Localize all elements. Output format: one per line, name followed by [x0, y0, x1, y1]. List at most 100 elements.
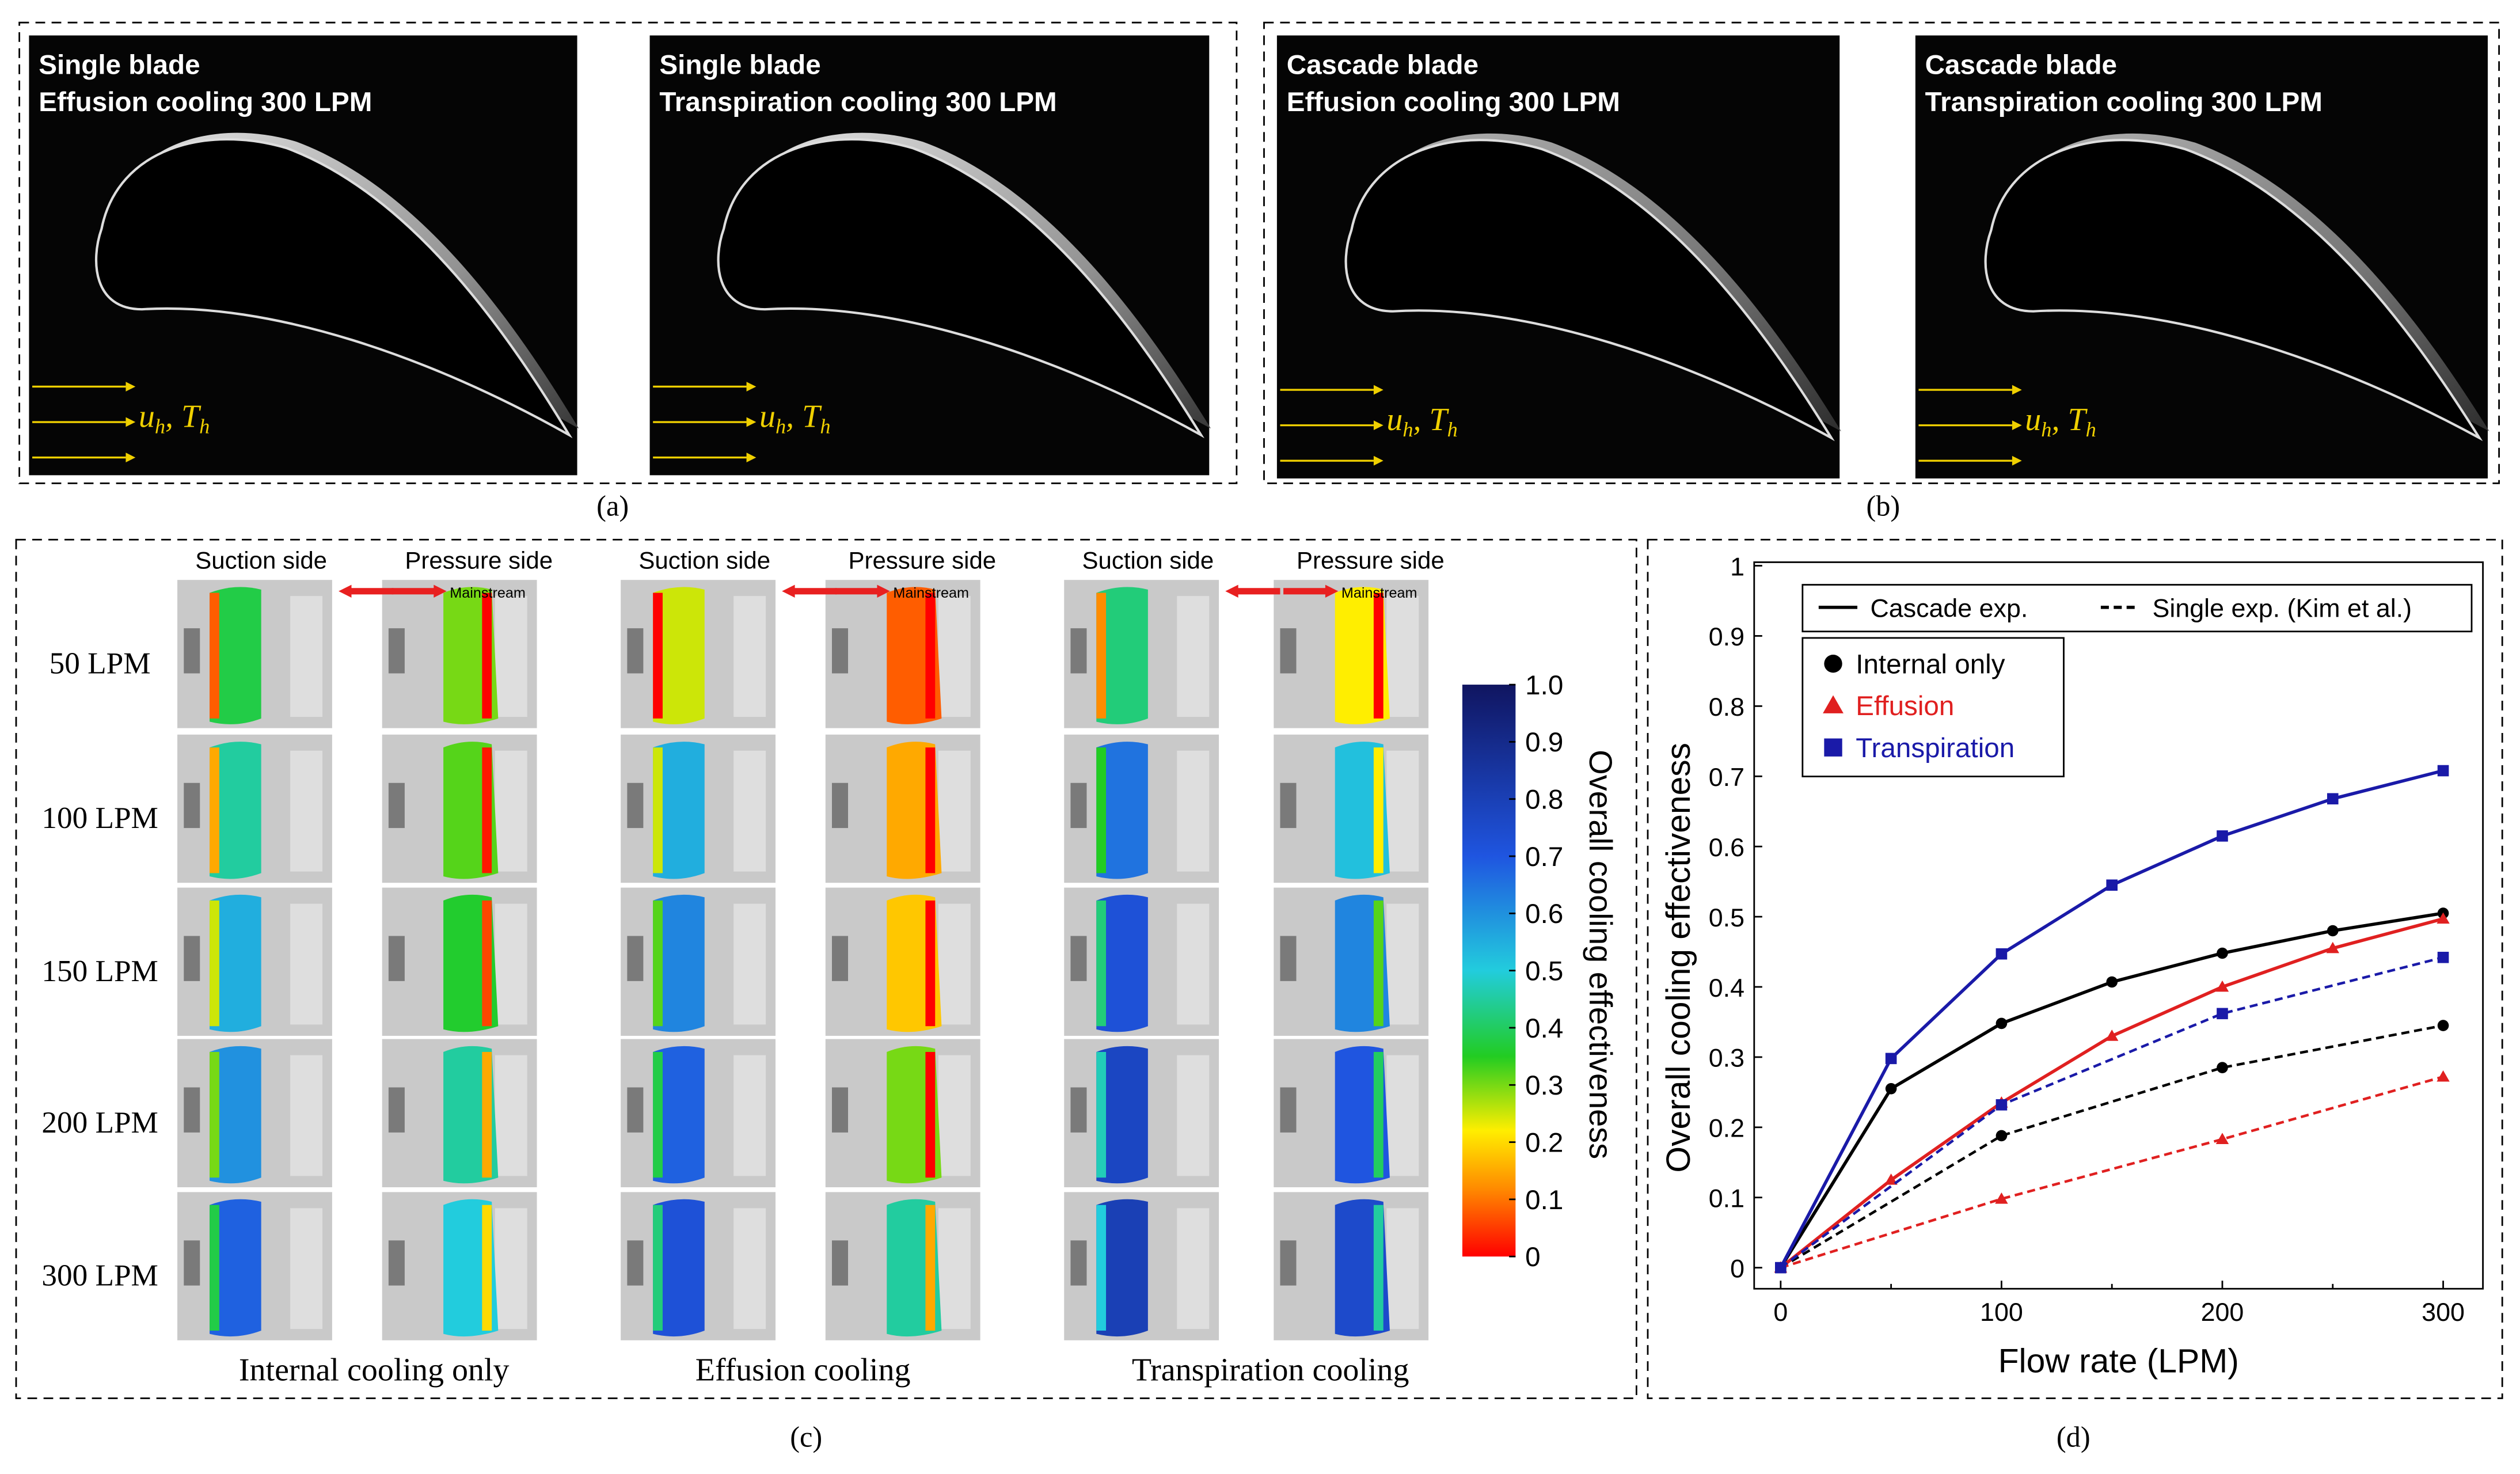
tile-fixture: [831, 1240, 849, 1286]
tile-edge: [210, 592, 219, 719]
tile-blade: [210, 1199, 261, 1337]
tile-fixture: [938, 1208, 971, 1329]
tile-fixture: [627, 628, 644, 674]
flow-label-part: h: [1447, 418, 1458, 441]
thermal-tile: [382, 580, 537, 728]
tile-fixture: [1177, 1055, 1210, 1176]
flow-label-part: h: [1402, 418, 1413, 441]
photo-subtitle: Effusion cooling 300 LPM: [39, 87, 372, 117]
panel-c-frame: [15, 538, 1637, 1399]
marker: [2326, 941, 2339, 953]
flow-label-part: , T: [165, 398, 202, 434]
x-tick-label: 100: [1980, 1298, 2023, 1327]
panel-b-frame: [1263, 21, 2500, 484]
flow-label-part: h: [820, 415, 830, 438]
tile-fixture: [733, 1055, 766, 1176]
photo-subtitle: Transpiration cooling 300 LPM: [659, 87, 1056, 117]
thermal-tile: [1064, 1192, 1219, 1340]
tile-fixture: [388, 628, 405, 674]
legend-label: Internal only: [1856, 649, 2005, 680]
tile-edge: [653, 592, 663, 719]
tile-edge: [210, 1205, 219, 1331]
flow-label-part: u: [2025, 402, 2041, 438]
colorbar: [1462, 685, 1516, 1257]
tile-fixture: [184, 1240, 200, 1286]
legend-frame: [1801, 584, 2473, 633]
tile-fixture: [290, 596, 323, 717]
thermal-tile: [1274, 1192, 1429, 1340]
flow-label-part: , T: [1413, 402, 1450, 438]
tile-fixture: [938, 1055, 971, 1176]
plot-frame: [1753, 561, 2484, 1290]
photo-title: Single blade: [659, 50, 820, 81]
tile-fixture: [1177, 750, 1210, 872]
series-line: [1780, 956, 2444, 1269]
y-tick-label: 0.4: [1709, 974, 1744, 1002]
tile-edge: [210, 1051, 219, 1178]
column-header: Suction side: [638, 547, 770, 574]
tile-fixture: [1280, 628, 1297, 674]
tile-fixture: [388, 1240, 405, 1286]
marker: [2106, 976, 2118, 988]
thermal-tile: [382, 734, 537, 883]
tile-fixture: [627, 1240, 644, 1286]
tile-blade: [1096, 1199, 1148, 1337]
legend-label: Transpiration: [1856, 733, 2015, 763]
tile-fixture: [184, 628, 200, 674]
column-header: Suction side: [1082, 547, 1214, 574]
thermal-tile: [177, 1039, 332, 1187]
tile-blade: [653, 1199, 705, 1337]
marker: [2105, 1029, 2119, 1041]
tile-edge: [482, 592, 492, 719]
tile-fixture: [1177, 903, 1210, 1025]
photo-subtitle: Effusion cooling 300 LPM: [1287, 87, 1620, 117]
marker: [1885, 1083, 1897, 1095]
marker: [2217, 830, 2228, 842]
tile-edge: [1096, 1051, 1107, 1178]
thermal-tile: [825, 580, 980, 728]
marker: [2437, 1070, 2450, 1082]
tile-blade: [653, 587, 705, 724]
flow-label-part: h: [776, 415, 786, 438]
tile-fixture: [627, 936, 644, 981]
flow-label-part: , T: [2051, 402, 2088, 438]
tile-fixture: [627, 782, 644, 829]
tile-fixture: [938, 903, 971, 1025]
tile-edge: [1373, 747, 1383, 873]
tile-edge: [1373, 592, 1383, 719]
tile-fixture: [1386, 903, 1419, 1025]
direction-arrow: [782, 584, 837, 598]
tile-blade: [1096, 1046, 1148, 1184]
marker: [2327, 925, 2339, 937]
flow-arrowhead: [1373, 385, 1383, 395]
thermal-tile: [382, 887, 537, 1036]
colorbar-tick-label: 0.4: [1525, 1013, 1563, 1044]
tile-fixture: [938, 750, 971, 872]
marker: [1884, 1173, 1898, 1185]
thermal-tile: [1274, 580, 1429, 728]
colorbar-tick-label: 0: [1525, 1242, 1540, 1272]
tile-fixture: [831, 628, 849, 674]
tile-fixture: [495, 1055, 527, 1176]
marker: [2217, 1062, 2228, 1074]
tile-fixture: [733, 903, 766, 1025]
flow-label-part: u: [139, 398, 155, 434]
tile-edge: [482, 900, 492, 1027]
flow-arrowhead: [2012, 420, 2022, 431]
flow-arrowhead: [126, 453, 136, 462]
marker: [1824, 655, 1842, 673]
tile-fixture: [290, 903, 323, 1025]
tile-fixture: [831, 782, 849, 829]
x-tick-label: 300: [2422, 1298, 2465, 1327]
tile-blade: [653, 1046, 705, 1184]
thermal-tile: [177, 580, 332, 728]
panel-caption: (c): [790, 1420, 822, 1453]
marker: [2437, 912, 2450, 924]
tile-blade: [1096, 742, 1148, 879]
direction-arrow: [392, 584, 447, 598]
direction-arrow: [1283, 584, 1339, 598]
column-header: Pressure side: [405, 547, 553, 574]
